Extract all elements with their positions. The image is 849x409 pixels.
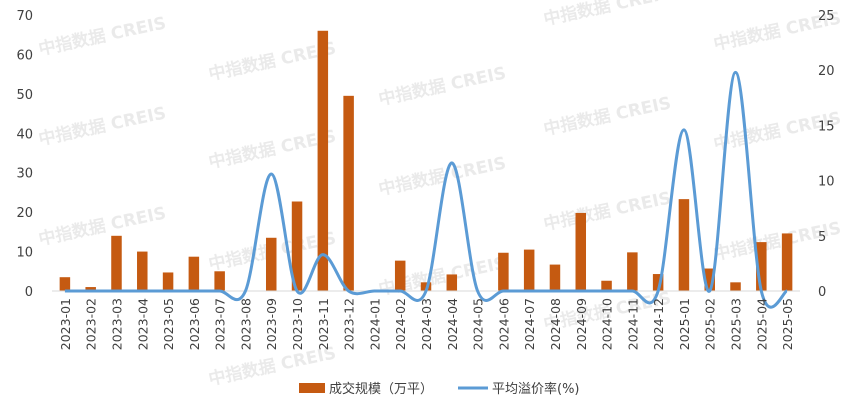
left-axis-tick-label: 0 [25, 285, 33, 300]
x-axis-tick-label: 2023-02 [84, 298, 99, 350]
x-axis-tick-label: 2024-11 [625, 298, 640, 350]
watermark-text: 中指数据 CREIS [37, 12, 168, 60]
x-axis-tick-label: 2025-02 [703, 298, 718, 350]
bar [343, 95, 354, 291]
bar [730, 282, 741, 291]
bar [498, 252, 509, 291]
bar [549, 264, 561, 291]
bar [317, 30, 329, 292]
right-axis-tick-label: 10 [818, 175, 835, 190]
x-axis-tick-label: 2024-04 [445, 298, 460, 350]
bar [394, 260, 406, 291]
right-axis-tick-label: 15 [818, 119, 835, 134]
bar [59, 277, 71, 291]
x-axis-tick-label: 2023-06 [187, 298, 202, 350]
watermark-text: 中指数据 CREIS [377, 62, 508, 110]
bar [214, 271, 225, 291]
bar [523, 249, 535, 291]
x-axis-tick-label: 2024-03 [419, 298, 434, 350]
right-axis-tick-label: 0 [818, 285, 826, 300]
x-axis-tick-label: 2023-03 [109, 298, 124, 350]
left-axis-tick-label: 60 [16, 48, 33, 63]
left-axis-tick-label: 50 [16, 88, 33, 103]
bar [111, 235, 122, 291]
bar [652, 274, 664, 291]
left-axis-tick-label: 10 [16, 246, 33, 261]
bar [85, 287, 96, 291]
x-axis-tick-label: 2023-11 [316, 298, 331, 350]
bar [627, 252, 638, 291]
bar [756, 242, 767, 291]
x-axis-tick-label: 2025-05 [780, 298, 795, 350]
watermark-text: 中指数据 CREIS [37, 102, 168, 150]
right-axis-ticks: 0 5 10 15 20 25 [818, 9, 835, 300]
legend: 成交规模（万平） 平均溢价率(%) [299, 381, 580, 397]
bar [704, 268, 715, 291]
x-axis-tick-label: 2024-02 [393, 298, 408, 350]
right-axis-tick-label: 20 [818, 64, 835, 79]
x-axis-tick-label: 2024-06 [496, 298, 511, 350]
bar [446, 274, 458, 291]
bar [575, 212, 587, 291]
line-series [64, 70, 788, 309]
left-axis-ticks: 0 10 20 30 40 50 60 70 [16, 9, 33, 300]
bar [137, 251, 148, 291]
x-axis-tick-label: 2023-05 [161, 298, 176, 350]
bar [188, 256, 200, 291]
x-axis-ticks: 2023-01 2023-02 2023-03 2023-04 2023-05 2023-… [58, 298, 795, 350]
right-axis-tick-label: 5 [818, 230, 826, 245]
right-axis-tick-label: 25 [818, 9, 835, 24]
x-axis-tick-label: 2023-12 [342, 298, 357, 350]
left-axis-tick-label: 40 [16, 127, 33, 142]
left-axis-tick-label: 20 [16, 206, 33, 221]
x-axis-tick-label: 2023-10 [290, 298, 305, 350]
x-axis-tick-label: 2025-03 [729, 298, 744, 350]
x-axis-tick-label: 2023-08 [238, 298, 253, 350]
bar [265, 237, 277, 291]
bar-series [59, 30, 793, 292]
legend-bar-label: 成交规模（万平） [329, 381, 433, 397]
x-axis-tick-label: 2023-04 [135, 298, 150, 350]
x-axis-tick-label: 2025-04 [754, 298, 769, 350]
x-axis-tick-label: 2024-08 [548, 298, 563, 350]
bar [781, 233, 793, 291]
bar [291, 201, 303, 291]
watermark-text: 中指数据 CREIS [542, 92, 673, 140]
bar [162, 272, 174, 291]
x-axis-tick-label: 2023-07 [213, 298, 228, 350]
bar [601, 280, 612, 291]
x-axis-tick-label: 2024-07 [522, 298, 537, 350]
x-axis-tick-label: 2024-01 [367, 298, 382, 350]
bar [678, 199, 690, 291]
x-axis-tick-label: 2023-01 [58, 298, 73, 350]
left-axis-tick-label: 30 [16, 167, 33, 182]
x-axis-tick-label: 2024-10 [600, 298, 615, 350]
watermark-text: 中指数据 CREIS [542, 0, 673, 30]
watermark-text: 中指数据 CREIS [37, 202, 168, 250]
legend-line-label: 平均溢价率(%) [492, 381, 580, 397]
x-axis-tick-label: 2024-09 [574, 298, 589, 350]
legend-bar-swatch [299, 383, 325, 393]
x-axis-tick-label: 2025-01 [677, 298, 692, 350]
x-axis-tick-label: 2024-12 [651, 298, 666, 350]
x-axis-tick-label: 2023-09 [264, 298, 279, 350]
x-axis-tick-label: 2024-05 [471, 298, 486, 350]
watermark-text: 中指数据 CREIS [542, 187, 673, 235]
left-axis-tick-label: 70 [16, 9, 33, 24]
